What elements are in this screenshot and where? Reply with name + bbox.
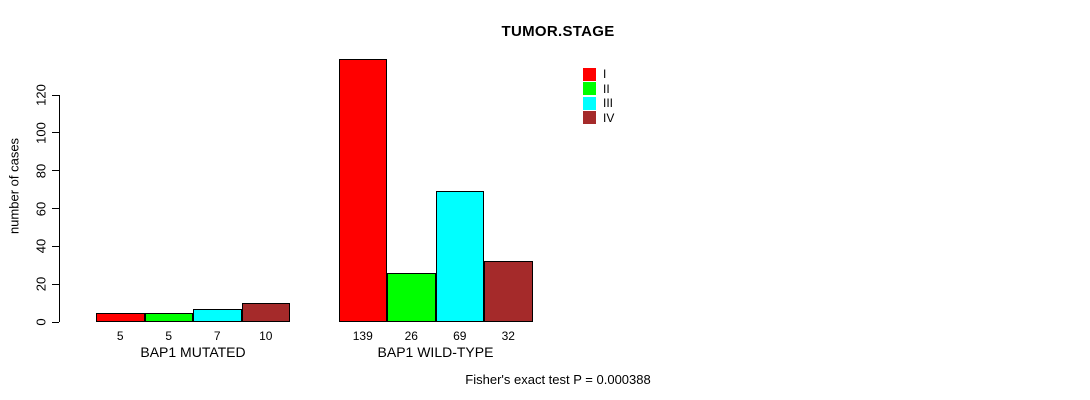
bar [484,261,533,322]
bar-value-label: 139 [352,329,373,343]
legend-swatch [583,67,596,81]
y-axis-tick-label: 80 [33,163,49,178]
bar [193,308,242,322]
y-axis-tick [52,208,59,209]
legend-label: III [603,96,614,111]
chart-title: TUMOR.STAGE [501,23,615,40]
group-label: BAP1 WILD-TYPE [377,344,494,360]
legend-item: I [583,67,606,81]
legend-label: I [603,67,607,81]
y-axis-tick [52,283,59,285]
legend-item: II [583,82,610,96]
bar-value-label: 10 [259,329,273,343]
legend-item: III [583,96,613,110]
bar [96,312,145,322]
plot-area: 0 20 40 60 80 100 120 5 5 7 10 BAP1 MUTATED 139 26 69 3… [34,49,1056,360]
legend-swatch [583,111,596,125]
bar-value-label: 26 [404,329,418,343]
y-axis-tick-label: 40 [33,239,49,254]
y-axis-tick [52,245,59,247]
legend-swatch [583,82,596,96]
y-axis-tick-label: 0 [33,318,49,326]
bar [241,303,290,322]
bar-value-label: 32 [501,329,515,343]
y-axis-label: number of cases [6,137,22,235]
y-axis-line [59,95,60,322]
legend-swatch [583,96,596,110]
bar [144,312,193,322]
y-axis-tick [52,170,59,172]
bar-value-label: 69 [453,329,467,343]
legend-label: IV [603,110,615,125]
y-axis-tick-label: 100 [33,121,49,144]
bar [435,191,484,322]
y-axis-tick-label: 60 [33,201,49,216]
legend-item: IV [583,111,614,125]
y-axis-tick-label: 20 [33,276,49,292]
bar-value-label: 5 [165,329,173,343]
bar-value-label: 5 [116,329,124,343]
y-axis-tick [52,94,59,96]
stat-test-annotation: Fisher's exact test P = 0.000388 [465,372,651,387]
y-axis-tick [52,321,59,323]
bar [338,59,387,322]
bar-value-label: 7 [213,329,221,343]
y-axis-tick [52,132,59,134]
group-label: BAP1 MUTATED [140,344,246,360]
y-axis-tick-label: 120 [33,84,49,106]
bar [387,272,436,322]
legend-label: II [603,81,610,96]
